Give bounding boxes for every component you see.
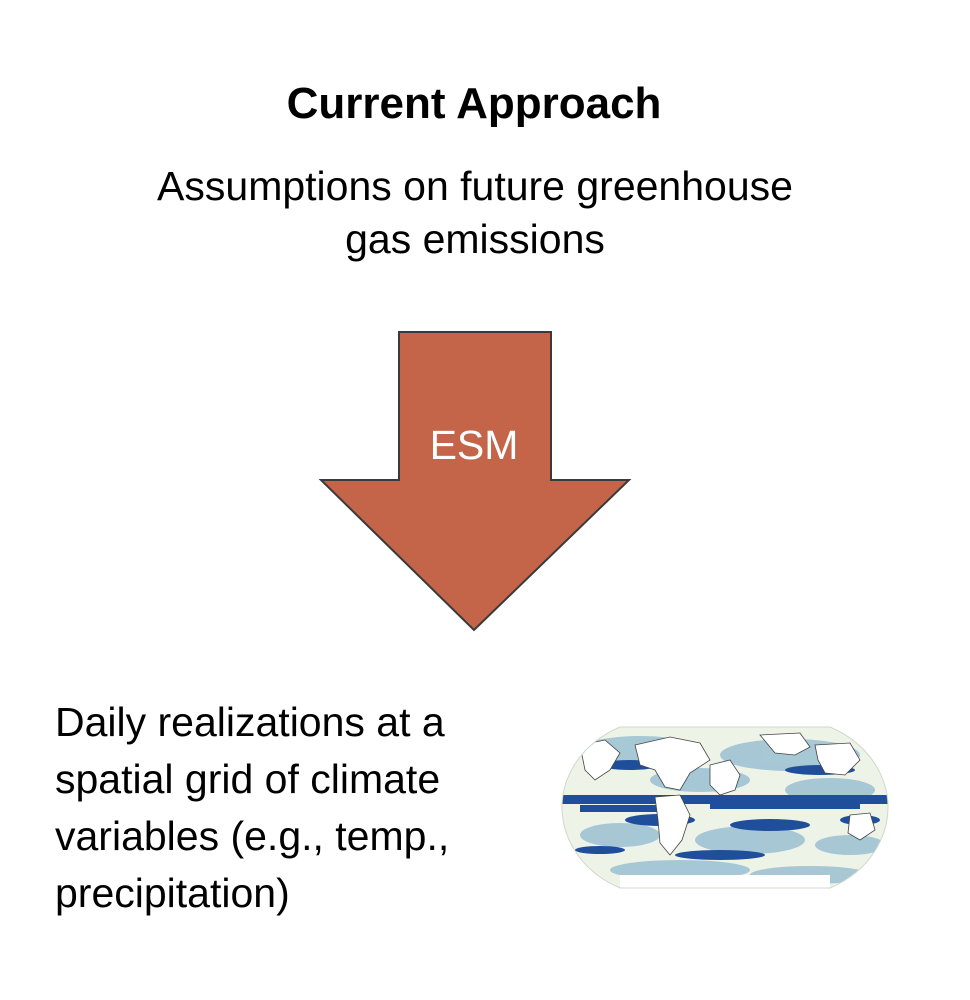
diagram-title: Current Approach (286, 79, 662, 128)
output-line-2: spatial grid of climate (55, 756, 441, 802)
output-line-1: Daily realizations at a (55, 699, 445, 745)
esm-arrow-label: ESM (430, 422, 519, 468)
output-line-3: variables (e.g., temp., (55, 813, 450, 859)
map-outline (561, 726, 889, 889)
input-assumptions-text: Assumptions on future greenhouse gas emi… (60, 160, 890, 266)
output-line-4: precipitation) (55, 870, 290, 916)
input-line-1: Assumptions on future greenhouse (157, 163, 793, 209)
esm-arrow-shape (318, 331, 632, 632)
world-map-icon (561, 726, 889, 889)
output-climate-variables-text: Daily realizations at a spatial grid of … (55, 694, 555, 922)
esm-arrow: ESM (318, 331, 632, 632)
input-line-2: gas emissions (345, 216, 605, 262)
